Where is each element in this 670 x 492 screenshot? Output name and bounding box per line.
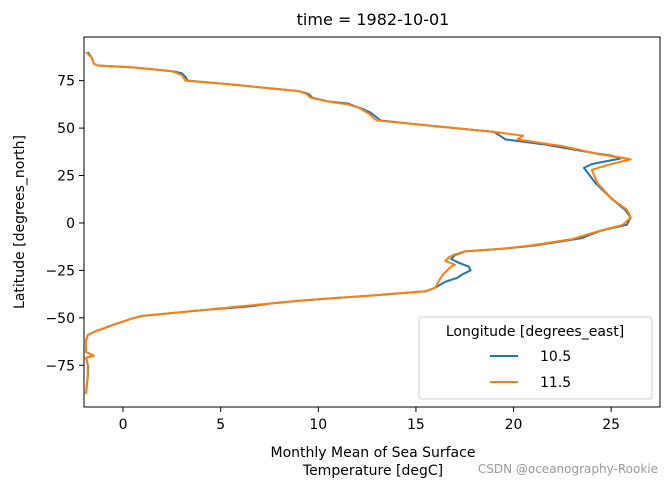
series-layer: [85, 51, 632, 394]
legend-box: [418, 316, 653, 400]
legend-title: Longitude [degrees_east]: [446, 324, 624, 340]
axes-frame: [83, 36, 661, 408]
y-axis-label: Latitude [degrees_north]: [12, 135, 28, 309]
series-line-2: [85, 51, 632, 394]
y-tick-label: −25: [45, 263, 75, 279]
x-tick-label: 0: [119, 417, 128, 433]
y-tick-label: 50: [57, 121, 75, 137]
legend-label-series-2: 11.5: [540, 375, 571, 391]
legend: Longitude [degrees_east] 10.5 11.5: [418, 316, 653, 400]
y-axis-ticks: 75 50 25 0 −25 −50 −75: [45, 74, 84, 374]
x-tick-label: 15: [407, 417, 425, 433]
legend-label-series-1: 10.5: [540, 349, 571, 365]
x-axis-ticks: 0 5 10 15 20 25: [119, 407, 620, 433]
plot-area: [83, 36, 661, 408]
y-tick-label: −75: [45, 358, 75, 374]
x-tick-label: 20: [505, 417, 523, 433]
watermark: CSDN @oceanography-Rookie: [477, 462, 658, 476]
y-tick-label: 75: [57, 74, 75, 90]
y-tick-label: 25: [57, 169, 75, 185]
x-axis-label-line2: Temperature [degC]: [302, 463, 443, 479]
x-tick-label: 25: [602, 417, 620, 433]
x-tick-label: 5: [216, 417, 225, 433]
y-tick-label: 0: [66, 216, 75, 232]
x-tick-label: 10: [309, 417, 327, 433]
chart-title: time = 1982-10-01: [297, 10, 450, 29]
x-axis-label-line1: Monthly Mean of Sea Surface: [271, 445, 476, 461]
y-tick-label: −50: [45, 311, 75, 327]
